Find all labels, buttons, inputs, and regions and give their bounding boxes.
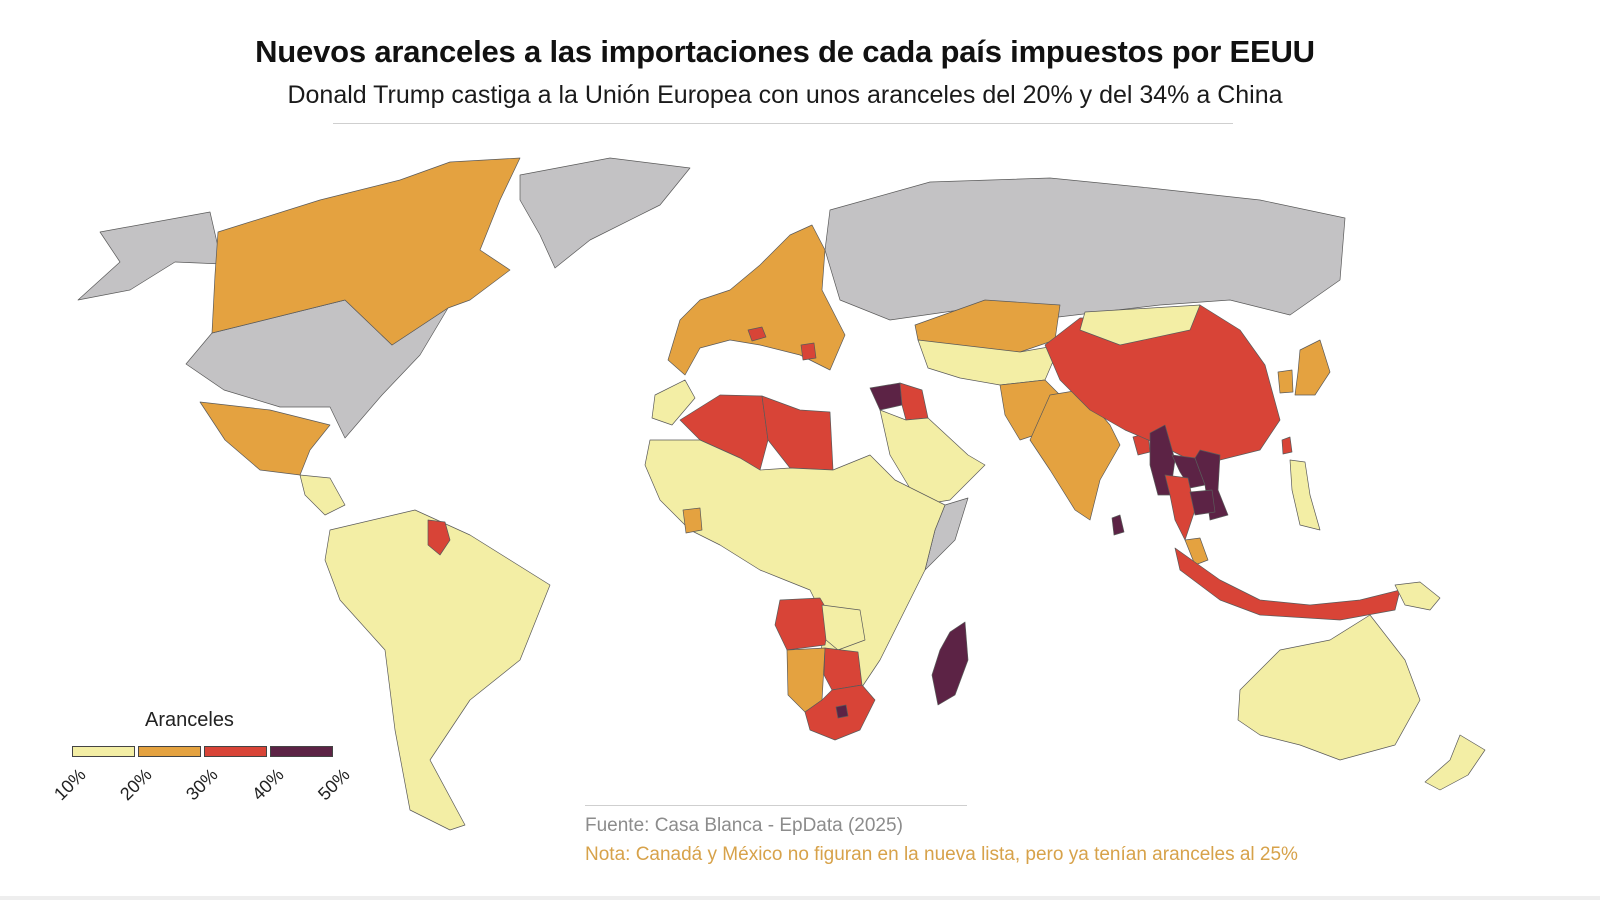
map-region-sudamerica: Sudamérica: [324, 509, 551, 831]
legend-swatch-30-40: [204, 746, 267, 757]
map-region-lesoto: Lesoto: [835, 704, 849, 719]
map-region-angola: Angola: [774, 597, 831, 651]
map-region-sri-lanka: Sri Lanka: [1111, 514, 1125, 536]
map-region-malasia: Malasia: [1184, 537, 1209, 566]
map-region-papua-nueva-guinea: Papúa Nueva Guinea: [1394, 581, 1441, 611]
map-region-africa-subsahariana: África subsahariana: [644, 439, 946, 701]
map-region-costa-de-marfil: Costa de Marfil: [682, 507, 703, 534]
map-region-mexico: México: [199, 401, 331, 476]
map-region-corea-del-sur: Corea del Sur: [1277, 369, 1294, 394]
map-region-zambia: Zambia: [821, 604, 866, 651]
map-region-vietnam: Vietnam: [1194, 449, 1229, 521]
map-region-taiwan: Taiwán: [1281, 436, 1293, 455]
map-region-suiza: Suiza: [747, 326, 767, 342]
legend-swatch-40-50: [270, 746, 333, 757]
chart-subtitle: Donald Trump castiga a la Unión Europea …: [287, 81, 1283, 109]
map-region-libia: Libia: [761, 395, 834, 471]
legend-swatch-20-30: [138, 746, 201, 757]
source-note: Fuente: Casa Blanca - EpData (2025): [585, 815, 903, 836]
footer-divider: [585, 805, 967, 806]
header-divider: [333, 123, 1233, 124]
map-region-union-europea: Unión Europea: [667, 224, 846, 376]
map-region-filipinas: Filipinas: [1289, 459, 1321, 531]
map-region-centroamerica: Centroamérica: [299, 474, 346, 516]
map-region-canada: Canadá: [211, 157, 521, 346]
map-region-peninsula-arabiga: Península Arábiga: [879, 409, 986, 506]
map-region-madagascar: Madagascar: [931, 621, 969, 706]
bottom-bar: [0, 896, 1600, 900]
map-region-australia: Australia: [1237, 614, 1421, 761]
legend-title: Aranceles: [145, 709, 234, 731]
map-region-japon: Japón: [1294, 339, 1331, 396]
chart-title: Nuevos aranceles a las importaciones de …: [255, 34, 1315, 69]
footnote: Nota: Canadá y México no figuran en la n…: [585, 844, 1298, 865]
map-region-siria: Siria: [869, 382, 903, 411]
map-region-rusia: Rusia: [824, 177, 1346, 321]
map-region-alaska: Alaska: [77, 211, 223, 301]
map-region-irak: Irak: [899, 382, 929, 421]
map-region-marruecos: Marruecos: [651, 379, 696, 426]
map-region-mongolia: Mongolia: [1079, 304, 1201, 346]
map-region-serbia: Serbia: [800, 342, 817, 361]
map-region-camboya: Camboya: [1189, 489, 1216, 516]
map-region-groenlandia: Groenlandia: [519, 157, 691, 269]
map-region-guyana: Guyana: [427, 519, 451, 556]
legend-swatch-10-20: [72, 746, 135, 757]
map-region-botsuana: Botsuana: [823, 647, 863, 691]
map-region-nueva-zelanda: Nueva Zelanda: [1424, 734, 1486, 791]
map-region-indonesia: Indonesia: [1174, 547, 1401, 621]
